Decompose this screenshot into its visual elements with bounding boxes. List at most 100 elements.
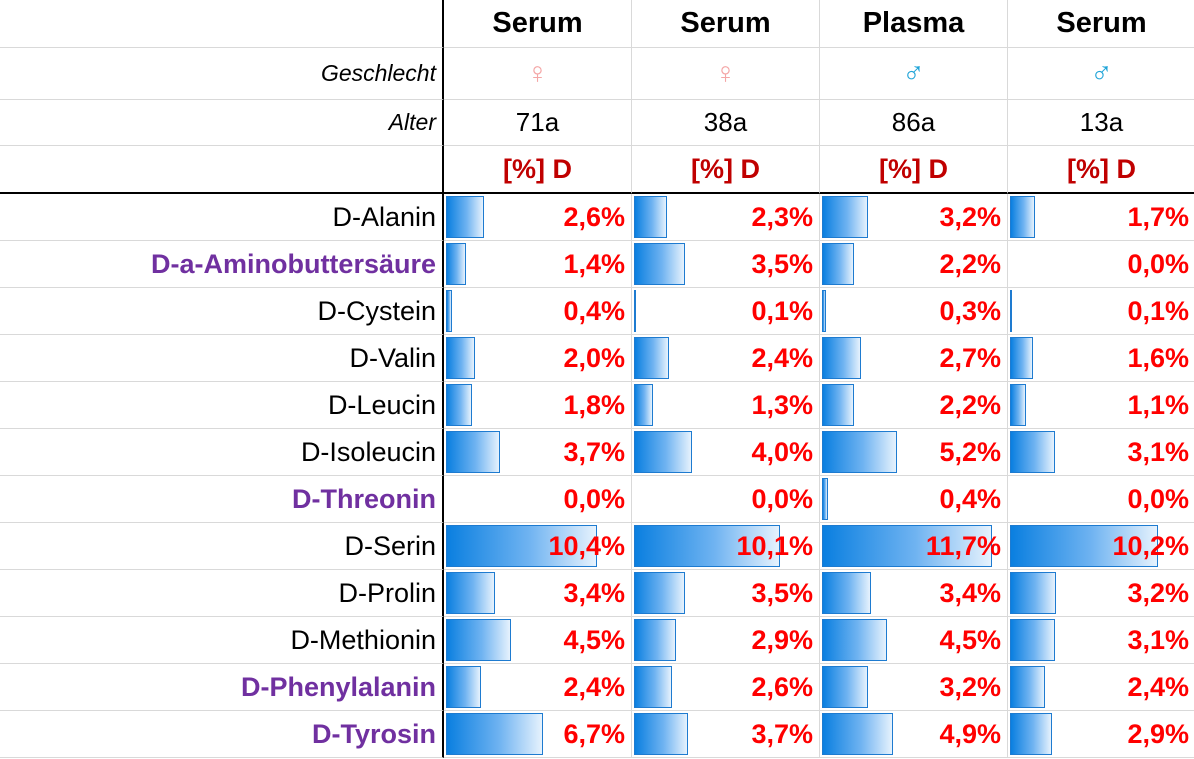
age-value: 38a [703,107,748,137]
value-cell[interactable]: 2,0% [444,335,632,382]
header-label-cell[interactable] [0,0,444,48]
value-cell[interactable]: 2,7% [820,335,1008,382]
header-cell[interactable]: 86a [820,100,1008,146]
value-cell[interactable]: 6,7% [444,711,632,758]
value-cell[interactable]: 2,4% [1008,664,1194,711]
value-cell[interactable]: 10,1% [632,523,820,570]
value-cell[interactable]: 4,5% [444,617,632,664]
percent-value: 3,2% [939,201,1001,232]
value-cell[interactable]: 2,9% [632,617,820,664]
header-cell[interactable]: 38a [632,100,820,146]
header-cell[interactable]: [%] D [1008,146,1194,194]
row-label-cell[interactable]: D-a-Aminobuttersäure [0,241,444,288]
header-cell[interactable]: [%] D [444,146,632,194]
value-cell[interactable]: 3,2% [1008,570,1194,617]
header-cell[interactable]: ♂ [1008,48,1194,100]
row-label-cell[interactable]: D-Methionin [0,617,444,664]
value-cell[interactable]: 1,4% [444,241,632,288]
percent-value: 10,4% [548,530,625,561]
value-cell[interactable]: 0,0% [632,476,820,523]
header-cell[interactable]: Plasma [820,0,1008,48]
header-cell[interactable]: 71a [444,100,632,146]
percent-value: 1,6% [1127,342,1189,373]
value-cell[interactable]: 0,1% [1008,288,1194,335]
row-label-cell[interactable]: D-Leucin [0,382,444,429]
header-cell[interactable]: 13a [1008,100,1194,146]
value-cell[interactable]: 1,7% [1008,194,1194,241]
value-cell[interactable]: 0,0% [1008,476,1194,523]
header-cell[interactable]: Serum [632,0,820,48]
value-cell[interactable]: 3,1% [1008,617,1194,664]
value-cell[interactable]: 3,4% [820,570,1008,617]
header-cell[interactable]: Serum [444,0,632,48]
row-label-cell[interactable]: D-Threonin [0,476,444,523]
value-cell[interactable]: 4,9% [820,711,1008,758]
row-label-cell[interactable]: D-Alanin [0,194,444,241]
value-cell[interactable]: 1,1% [1008,382,1194,429]
percent-value: 4,0% [751,436,813,467]
row-label-cell[interactable]: D-Prolin [0,570,444,617]
value-cell[interactable]: 2,2% [820,241,1008,288]
value-cell[interactable]: 2,4% [632,335,820,382]
value-cell[interactable]: 2,6% [444,194,632,241]
data-bar [634,243,685,285]
value-cell[interactable]: 0,0% [444,476,632,523]
value-cell[interactable]: 10,2% [1008,523,1194,570]
value-cell[interactable]: 4,0% [632,429,820,476]
data-bar [822,431,897,473]
value-cell[interactable]: 3,5% [632,241,820,288]
header-label-cell[interactable] [0,146,444,194]
sample-type-header: Serum [492,7,583,39]
row-label-cell[interactable]: D-Tyrosin [0,711,444,758]
sample-type-header: Serum [1056,7,1147,39]
value-cell[interactable]: 11,7% [820,523,1008,570]
header-cell[interactable]: ♀ [444,48,632,100]
header-cell[interactable]: Serum [1008,0,1194,48]
header-cell[interactable]: [%] D [820,146,1008,194]
value-cell[interactable]: 0,0% [1008,241,1194,288]
data-bar [1010,431,1055,473]
row-label-cell[interactable]: D-Serin [0,523,444,570]
value-cell[interactable]: 3,2% [820,194,1008,241]
value-cell[interactable]: 2,3% [632,194,820,241]
data-bar [634,572,685,614]
value-cell[interactable]: 10,4% [444,523,632,570]
value-cell[interactable]: 0,1% [632,288,820,335]
row-label-cell[interactable]: D-Isoleucin [0,429,444,476]
value-cell[interactable]: 2,9% [1008,711,1194,758]
data-bar [634,290,636,332]
percent-value: 4,5% [939,624,1001,655]
percent-value: 1,1% [1127,389,1189,420]
value-cell[interactable]: 1,8% [444,382,632,429]
value-cell[interactable]: 3,5% [632,570,820,617]
row-label-cell[interactable]: D-Phenylalanin [0,664,444,711]
gender-symbol-icon: ♀ [714,56,737,90]
value-cell[interactable]: 2,4% [444,664,632,711]
value-cell[interactable]: 3,4% [444,570,632,617]
value-cell[interactable]: 4,5% [820,617,1008,664]
amino-acid-label: D-Tyrosin [311,718,436,749]
percent-value: 1,3% [751,389,813,420]
header-label-cell[interactable]: Geschlecht [0,48,444,100]
data-bar [634,619,676,661]
percent-value: 3,5% [751,577,813,608]
value-cell[interactable]: 0,3% [820,288,1008,335]
value-cell[interactable]: 5,2% [820,429,1008,476]
row-label-cell[interactable]: D-Cystein [0,288,444,335]
header-cell[interactable]: [%] D [632,146,820,194]
header-cell[interactable]: ♀ [632,48,820,100]
value-cell[interactable]: 3,7% [632,711,820,758]
value-cell[interactable]: 2,2% [820,382,1008,429]
value-cell[interactable]: 2,6% [632,664,820,711]
header-label-cell[interactable]: Alter [0,100,444,146]
value-cell[interactable]: 3,7% [444,429,632,476]
value-cell[interactable]: 3,2% [820,664,1008,711]
header-cell[interactable]: ♂ [820,48,1008,100]
row-label-cell[interactable]: D-Valin [0,335,444,382]
value-cell[interactable]: 0,4% [444,288,632,335]
value-cell[interactable]: 1,6% [1008,335,1194,382]
value-cell[interactable]: 1,3% [632,382,820,429]
value-cell[interactable]: 0,4% [820,476,1008,523]
unit-header: [%] D [1067,153,1136,184]
value-cell[interactable]: 3,1% [1008,429,1194,476]
